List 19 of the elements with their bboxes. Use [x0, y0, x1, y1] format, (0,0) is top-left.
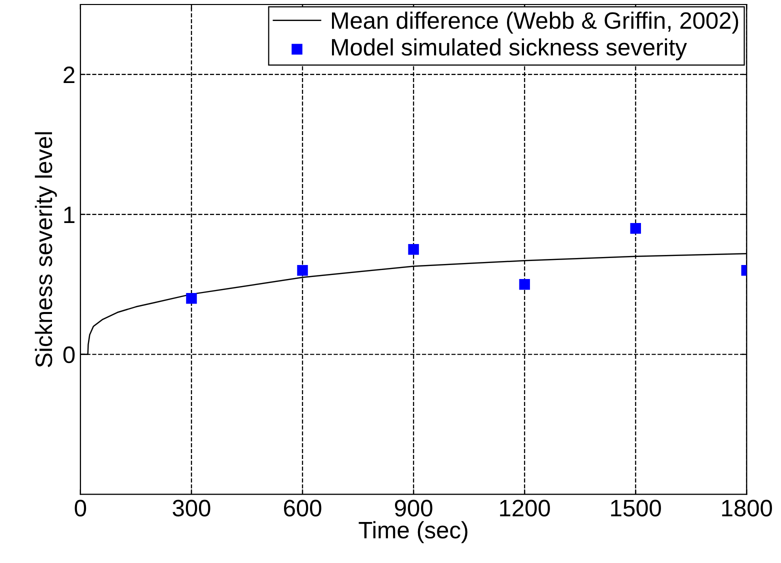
point [408, 244, 419, 255]
point [186, 293, 197, 304]
x-tick-label: 1500 [611, 500, 661, 517]
y-tick-label: 2 [64, 66, 74, 84]
x-axis-title: Time (sec) [358, 521, 468, 544]
point [297, 265, 308, 276]
x-tick-label: 0 [74, 500, 86, 517]
x-tick-label: 300 [172, 500, 210, 517]
point [630, 223, 641, 234]
x-tick-label: 600 [284, 500, 322, 517]
point [519, 279, 530, 290]
x-tick-label: 900 [394, 500, 432, 517]
y-axis-title: Sickness severity level [34, 132, 57, 368]
legend-label: Model simulated sickness severity [332, 38, 687, 60]
x-tick-label: 1200 [500, 500, 550, 517]
y-tick-label: 1 [64, 206, 74, 223]
y-tick-label: 0 [63, 346, 75, 364]
legend-label: Mean difference (Webb & Griffin, 2002) [332, 12, 738, 34]
x-tick-label: 1800 [722, 500, 772, 517]
